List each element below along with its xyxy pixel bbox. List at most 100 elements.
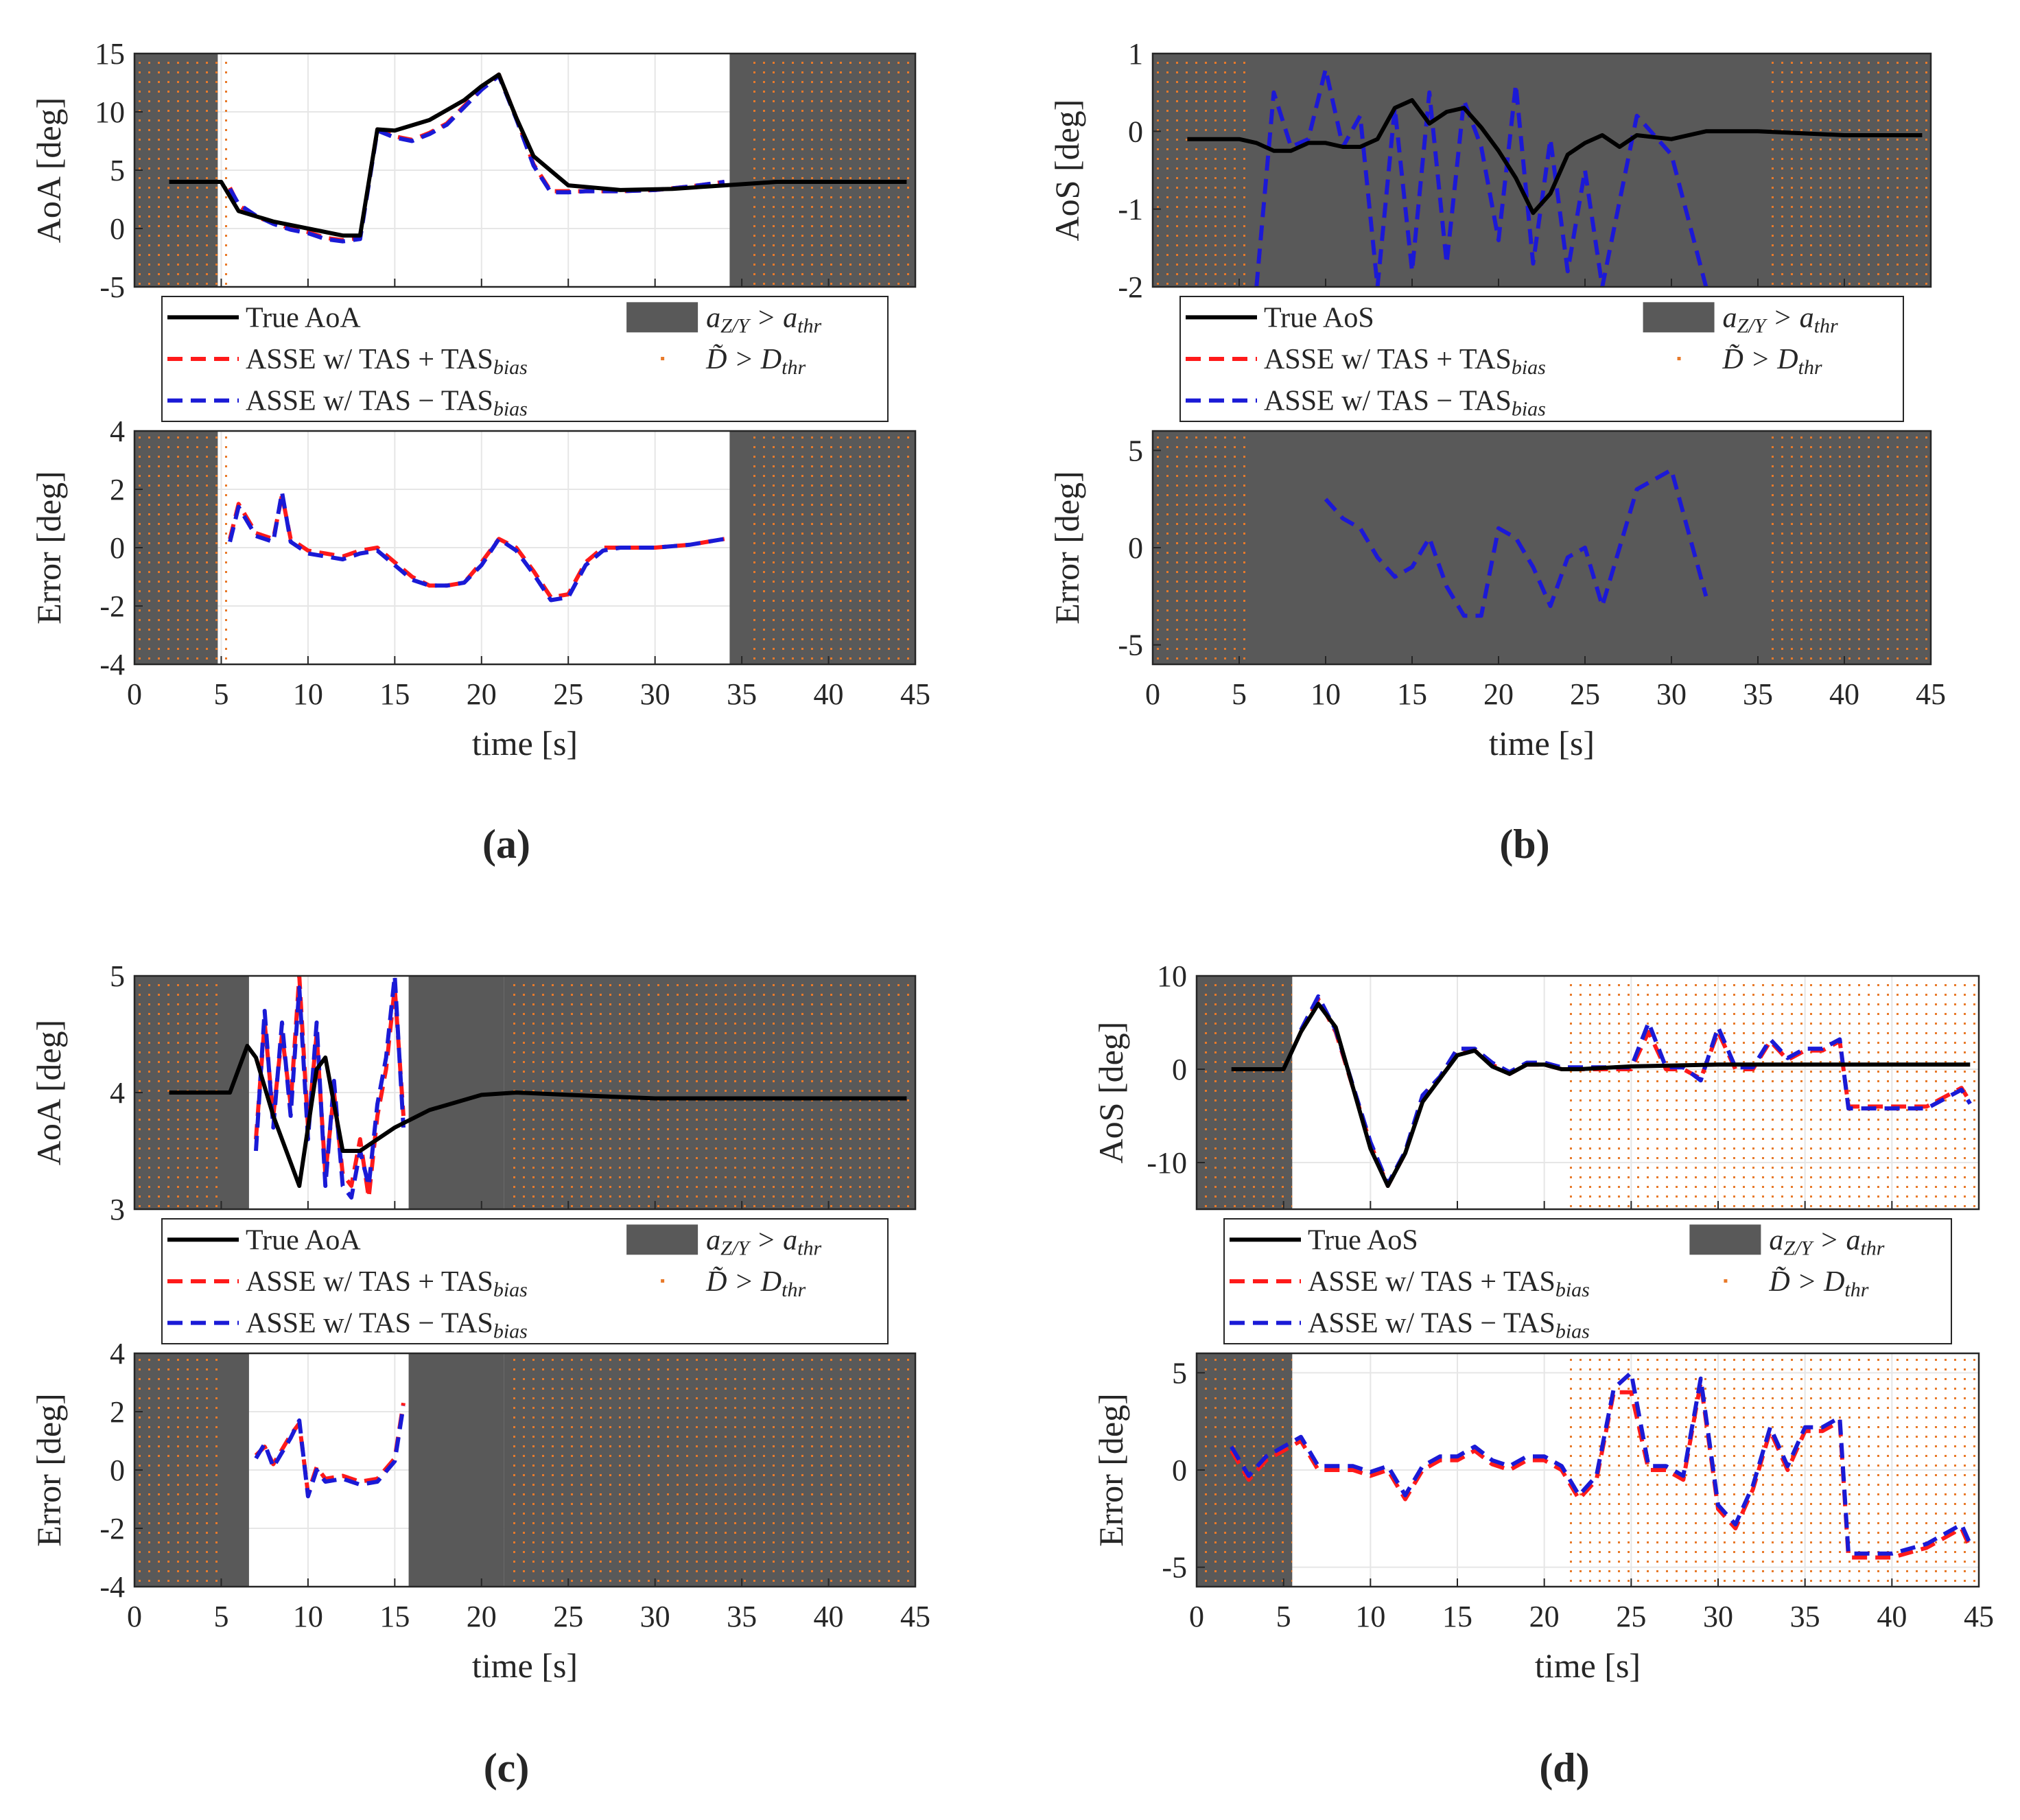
legend-minus-label: ASSE w/ TAS − TASbias [1264, 386, 1546, 421]
shade-region [408, 1353, 504, 1587]
xtick-label: 30 [1656, 677, 1687, 711]
ytick-label: 10 [1157, 959, 1187, 993]
ytick-label: 2 [110, 1395, 125, 1429]
legend-shade-swatch [626, 302, 698, 333]
legend: True AoA ASSE w/ TAS + TASbias ASSE w/ TAS… [161, 1218, 889, 1344]
series-minus [1254, 67, 1708, 287]
xlabel: time [s] [472, 1646, 578, 1685]
ytick-label: -2 [99, 590, 125, 623]
xtick-label: 25 [553, 677, 583, 711]
legend-true-label: True AoA [246, 302, 361, 334]
dot-region [1566, 1353, 1979, 1587]
ytick-label: -4 [99, 648, 125, 681]
dot-region [1766, 54, 1931, 287]
xtick-label: 40 [814, 677, 844, 711]
ylabel: AoS [deg] [1048, 100, 1086, 242]
series-minus [228, 490, 725, 603]
xtick-label: 0 [1189, 1600, 1204, 1633]
legend: True AoS ASSE w/ TAS + TASbias ASSE w/ TAS… [1223, 1218, 1952, 1344]
ylabel: Error [deg] [30, 1393, 68, 1547]
xtick-label: 40 [1829, 677, 1859, 711]
legend: True AoS ASSE w/ TAS + TASbias ASSE w/ TAS… [1179, 296, 1904, 422]
dot-region [747, 54, 915, 287]
xtick-label: 5 [213, 677, 228, 711]
series-true [169, 72, 907, 238]
legend-true-label: True AoA [246, 1224, 361, 1256]
legend-shade-swatch [1643, 302, 1715, 333]
xtick-label: 15 [379, 677, 410, 711]
legend-minus-label: ASSE w/ TAS − TASbias [1308, 1308, 1590, 1343]
legend-minus-label: ASSE w/ TAS − TASbias [246, 386, 528, 421]
legend-true-label: True AoS [1308, 1224, 1418, 1256]
xtick-label: 45 [1964, 1600, 1994, 1633]
legend-shade-label: aZ/Y > athr [706, 302, 821, 337]
ytick-label: 10 [95, 95, 125, 129]
xtick-label: 10 [1311, 677, 1341, 711]
ytick-label: 4 [110, 1076, 125, 1110]
ytick-label: 5 [110, 959, 125, 993]
ytick-label: 0 [1172, 1053, 1187, 1086]
xtick-label: 25 [1616, 1600, 1646, 1633]
axes-frame [1195, 975, 1980, 1211]
ytick-label: -5 [99, 270, 125, 304]
xtick-label: 45 [900, 1600, 930, 1633]
xtick-label: 0 [127, 1600, 142, 1633]
ytick-label: 4 [110, 415, 125, 448]
xtick-label: 5 [1232, 677, 1247, 711]
axes-top: -10 0 10 AoS [deg] [1092, 959, 1980, 1211]
axes-top: -5 0 5 10 15 AoA [deg] [30, 37, 917, 304]
legend-plus-label: ASSE w/ TAS + TASbias [246, 344, 528, 379]
dot-region [1566, 976, 1979, 1209]
legend-dots-label: D̃ > Dthr [1768, 1266, 1868, 1301]
series-group [1187, 67, 1923, 287]
legend-minus-sub: bias [1512, 398, 1546, 421]
legend-minus-sub: bias [493, 1320, 528, 1343]
ylabel: Error [deg] [1048, 471, 1086, 625]
xtick-label: 20 [1483, 677, 1514, 711]
ytick-label: 0 [1172, 1454, 1187, 1487]
series-group [1324, 467, 1708, 618]
legend-box [1223, 1218, 1952, 1344]
dot-region [134, 1353, 225, 1587]
series-group [1230, 1370, 1973, 1560]
legend-plus-sub: bias [493, 356, 528, 379]
xtick-label: 35 [727, 1600, 757, 1633]
series-minus [1324, 467, 1708, 618]
series-group [228, 490, 725, 603]
ytick-label: -5 [1118, 629, 1143, 662]
ytick-label: -10 [1147, 1146, 1187, 1180]
xtick-label: 40 [1877, 1600, 1907, 1633]
legend-plus-label: ASSE w/ TAS + TASbias [1308, 1266, 1590, 1301]
ytick-label: -1 [1118, 193, 1143, 226]
panel-label: (d) [1539, 1745, 1589, 1790]
legend-box [161, 296, 889, 422]
ytick-label: -4 [99, 1570, 125, 1604]
xtick-label: 35 [1743, 677, 1773, 711]
xtick-label: 15 [1397, 677, 1427, 711]
ylabel: AoS [deg] [1092, 1022, 1130, 1164]
legend-minus-sub: bias [493, 398, 528, 421]
ytick-label: 1 [1128, 37, 1143, 71]
panel-label: (a) [482, 821, 530, 867]
legend-dots-swatch [661, 1279, 665, 1283]
xtick-label: 45 [900, 677, 930, 711]
xtick-label: 25 [1570, 677, 1600, 711]
series-minus [254, 1405, 406, 1499]
legend-true-label: True AoS [1264, 302, 1374, 334]
xtick-label: 20 [467, 1600, 497, 1633]
legend-shade-label: aZ/Y > athr [1723, 302, 1838, 337]
xlabel: time [s] [472, 724, 578, 762]
legend-shade-swatch [626, 1224, 698, 1255]
legend-minus-label: ASSE w/ TAS − TASbias [246, 1308, 528, 1343]
ytick-label: 0 [110, 531, 125, 565]
xtick-label: 15 [379, 1600, 410, 1633]
ylabel: Error [deg] [1092, 1393, 1130, 1547]
ytick-label: 5 [110, 154, 125, 187]
panel-label: (b) [1499, 821, 1549, 867]
legend-plus-label: ASSE w/ TAS + TASbias [246, 1266, 528, 1301]
ytick-label: 15 [95, 37, 125, 71]
dot-region [1197, 976, 1293, 1209]
ytick-label: -5 [1162, 1551, 1187, 1585]
